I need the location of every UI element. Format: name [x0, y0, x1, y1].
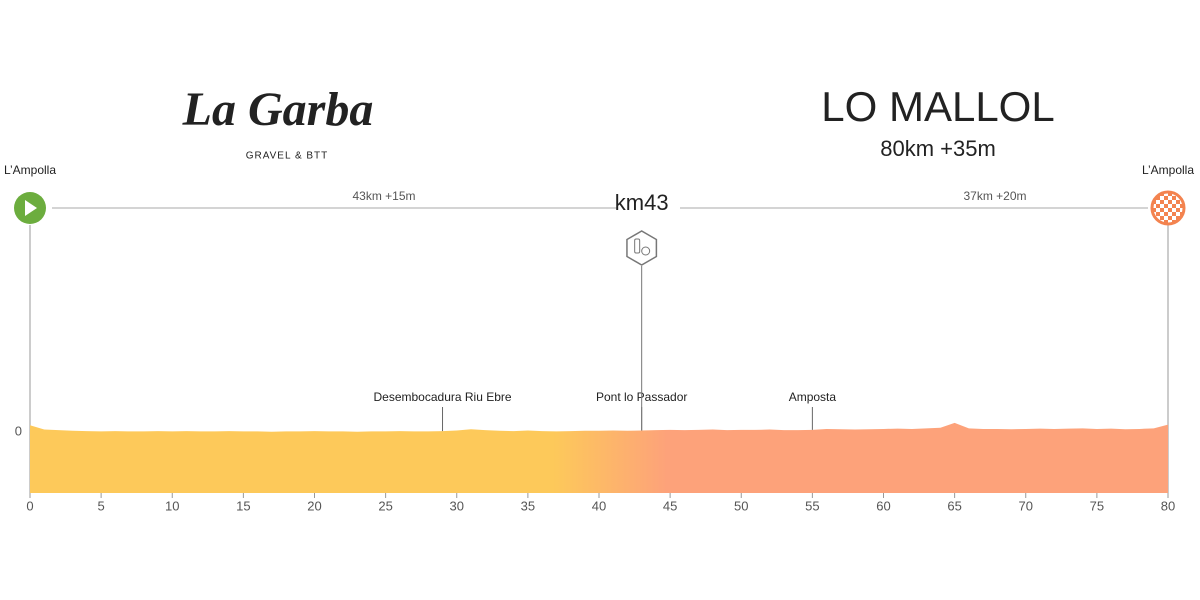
x-tick-label: 60	[876, 498, 890, 513]
x-tick-label: 55	[805, 498, 819, 513]
x-tick-label: 40	[592, 498, 606, 513]
food-icon	[641, 246, 651, 256]
x-tick-label: 20	[307, 498, 321, 513]
x-tick-label: 80	[1161, 498, 1175, 513]
checkpoint-icon	[626, 230, 658, 266]
end-label: L’Ampolla	[1142, 163, 1194, 177]
x-tick-label: 70	[1019, 498, 1033, 513]
x-tick-label: 0	[26, 498, 33, 513]
x-tick-label: 5	[98, 498, 105, 513]
brand-subtitle: GRAVEL & BTT	[246, 151, 329, 162]
x-tick-label: 10	[165, 498, 179, 513]
start-label: L’Ampolla	[4, 163, 56, 177]
play-icon	[25, 200, 37, 216]
x-tick-label: 45	[663, 498, 677, 513]
y-tick-label: 0	[15, 423, 22, 438]
segment-label: 43km +15m	[352, 189, 415, 203]
brand: La Garba	[182, 83, 374, 136]
chart-title: LO MALLOL	[821, 83, 1054, 130]
waypoint-label: Desembocadura Riu Ebre	[373, 390, 511, 404]
elevation-area	[30, 422, 1168, 493]
x-tick-label: 25	[378, 498, 392, 513]
x-tick-label: 50	[734, 498, 748, 513]
finish-icon	[1150, 190, 1186, 226]
x-tick-label: 35	[521, 498, 535, 513]
chart-subtitle: 80km +35m	[880, 136, 996, 161]
x-tick-label: 75	[1090, 498, 1104, 513]
bottle-icon	[634, 238, 641, 254]
segment-label: 37km +20m	[963, 189, 1026, 203]
x-tick-label: 65	[947, 498, 961, 513]
x-tick-label: 30	[450, 498, 464, 513]
checkpoint-label: km43	[615, 190, 669, 215]
x-tick-label: 15	[236, 498, 250, 513]
waypoint-label: Amposta	[789, 390, 837, 404]
